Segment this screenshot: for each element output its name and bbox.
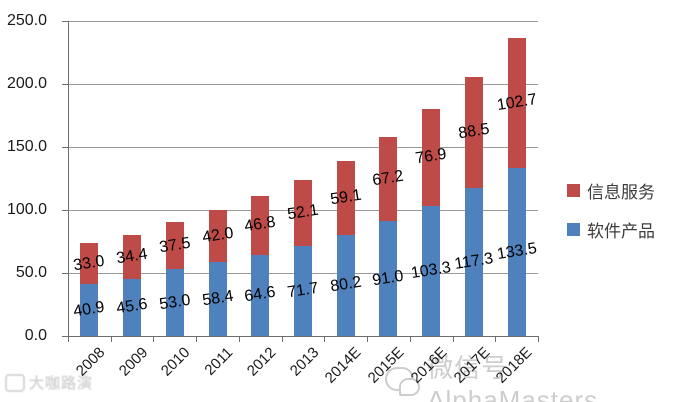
data-label: 52.1: [286, 201, 320, 224]
bar-segment-information-services: [507, 38, 526, 168]
gridline: [68, 147, 538, 148]
y-axis-tick: [62, 147, 68, 148]
y-axis-tick: [62, 21, 68, 22]
data-label: 33.0: [72, 252, 106, 275]
y-axis-tick-label: 150.0: [6, 138, 47, 155]
data-label: 45.6: [115, 295, 149, 318]
data-label: 80.2: [328, 274, 363, 296]
bar-segment-software-products: [379, 221, 398, 336]
x-axis-category-label-text: 2012: [243, 344, 280, 380]
legend-label: 信息服务: [587, 183, 655, 202]
bar-segment-software-products: [507, 167, 526, 336]
x-axis-tick: [409, 337, 411, 342]
data-label: 88.5: [457, 121, 491, 143]
gridline: [68, 21, 538, 22]
y-axis-tick-label: 0.0: [24, 327, 47, 344]
legend-swatch: [567, 223, 580, 236]
bar-segment-software-products: [464, 188, 483, 336]
x-axis-tick: [324, 337, 326, 342]
data-label: 42.0: [200, 224, 235, 247]
legend-item: 信息服务: [567, 178, 655, 203]
bar-segment-software-products: [123, 278, 142, 336]
x-axis-category-label-text: 2017E: [450, 344, 493, 387]
bar-segment-software-products: [422, 205, 441, 336]
y-axis-tick-label: 250.0: [6, 12, 47, 29]
data-label: 71.7: [286, 279, 320, 302]
x-axis-category-label-text: 2011: [201, 344, 237, 379]
data-label: 117.3: [453, 250, 495, 274]
bar-segment-information-services: [251, 195, 270, 255]
x-axis-tick: [196, 337, 198, 342]
y-axis-tick: [62, 84, 68, 85]
y-axis-tick-label: 200.0: [6, 75, 47, 92]
data-label: 40.9: [72, 298, 106, 321]
corner-logo-icon: [5, 373, 25, 392]
x-axis-tick: [495, 337, 497, 342]
legend: 信息服务 软件产品: [567, 178, 655, 256]
x-axis-category-label-text: 2018E: [492, 344, 536, 387]
data-label: 64.6: [243, 283, 277, 306]
x-axis-tick: [153, 337, 155, 342]
x-axis-tick: [110, 337, 112, 342]
gridline: [68, 84, 538, 85]
y-axis-line: [68, 21, 69, 337]
x-axis-category-label-text: 2016E: [407, 344, 451, 387]
bar-segment-information-services: [422, 108, 441, 206]
x-axis-category-label-text: 2010: [158, 344, 194, 380]
bar-segment-information-services: [294, 180, 312, 246]
bar-segment-software-products: [294, 245, 312, 336]
bar-segment-information-services: [379, 136, 398, 222]
bar-segment-information-services: [336, 160, 355, 235]
x-axis-category-label-text: 2014E: [322, 344, 365, 387]
data-label: 67.2: [371, 167, 406, 190]
y-axis-tick-label: 50.0: [15, 264, 47, 281]
data-label: 59.1: [328, 186, 363, 209]
data-label: 103.3: [409, 258, 453, 282]
x-axis-tick: [238, 337, 240, 342]
legend-swatch: [567, 184, 580, 197]
bar-segment-information-services: [165, 221, 184, 270]
y-axis-tick: [62, 336, 68, 337]
y-axis-tick: [62, 273, 68, 274]
x-axis-tick: [68, 337, 69, 342]
data-label: 102.7: [495, 91, 538, 115]
bar-segment-information-services: [80, 242, 99, 285]
bar-segment-software-products: [165, 269, 184, 336]
data-label: 91.0: [371, 267, 406, 290]
data-label: 37.5: [158, 234, 192, 256]
data-label: 133.5: [495, 239, 538, 263]
x-axis-tick: [281, 337, 283, 342]
bar-segment-information-services: [208, 209, 227, 263]
data-label: 46.8: [243, 213, 277, 236]
bar-segment-information-services: [123, 235, 142, 279]
x-axis-category-label-text: 2009: [115, 344, 152, 380]
y-axis-tick: [62, 210, 68, 211]
x-axis-line: [68, 336, 539, 337]
x-axis-category-label-text: 2008: [72, 344, 109, 380]
x-axis-tick: [538, 337, 539, 342]
bar-segment-software-products: [80, 284, 99, 336]
legend-item: 软件产品: [567, 217, 655, 242]
bar-segment-information-services: [464, 76, 483, 189]
y-axis-tick-label: 100.0: [6, 201, 47, 218]
data-label: 34.4: [115, 245, 149, 268]
x-axis-tick: [367, 337, 369, 342]
data-label: 53.0: [158, 291, 192, 313]
data-label: 58.4: [200, 287, 235, 310]
data-label: 76.9: [414, 146, 448, 168]
x-axis-tick: [452, 337, 454, 342]
bar-segment-software-products: [336, 234, 355, 336]
plot-area: 40.9 33.0 45.6 34.4 53.0 37.5 58.4 42.0 64.6 46.8…: [68, 21, 538, 336]
x-axis-category-label-text: 2015E: [364, 344, 408, 387]
legend-label: 软件产品: [587, 222, 655, 241]
bar-segment-software-products: [251, 254, 270, 336]
x-axis-category-label-text: 2013: [286, 344, 323, 380]
bar-segment-software-products: [208, 262, 227, 336]
